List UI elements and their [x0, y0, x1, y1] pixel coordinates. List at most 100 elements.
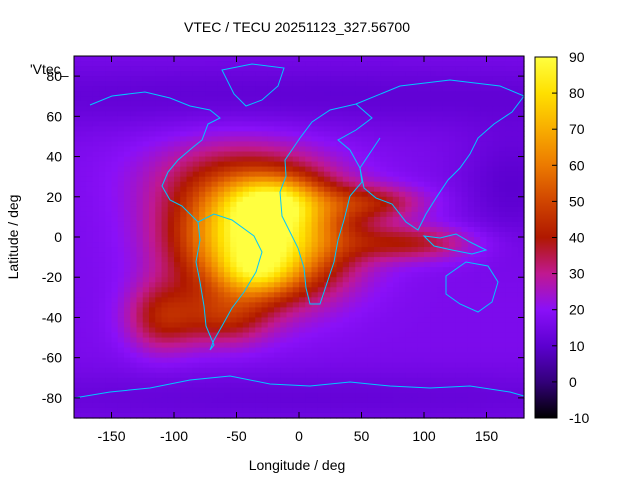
heatmap-cell: [517, 131, 525, 138]
heatmap-cell: [180, 171, 188, 178]
heatmap-cell: [442, 297, 450, 303]
heatmap-cell: [474, 191, 481, 198]
heatmap-cell: [80, 231, 88, 238]
heatmap-cell: [149, 242, 156, 248]
heatmap-cell: [480, 176, 488, 183]
heatmap-cell: [299, 201, 306, 208]
heatmap-cell: [499, 322, 506, 329]
heatmap-cell: [517, 382, 525, 389]
heatmap-cell: [174, 322, 181, 329]
heatmap-cell: [267, 216, 275, 223]
heatmap-cell: [130, 106, 138, 112]
heatmap-cell: [86, 221, 94, 228]
heatmap-cell: [92, 86, 100, 92]
heatmap-cell: [249, 342, 256, 349]
heatmap-cell: [399, 206, 406, 213]
heatmap-cell: [174, 141, 181, 148]
heatmap-cell: [224, 86, 231, 92]
heatmap-cell: [311, 121, 319, 127]
heatmap-cell: [255, 387, 263, 394]
heatmap-cell: [292, 191, 300, 198]
heatmap-cell: [180, 322, 188, 329]
heatmap-cell: [505, 131, 513, 138]
heatmap-cell: [92, 216, 100, 223]
heatmap-cell: [292, 66, 300, 72]
heatmap-cell: [486, 206, 494, 213]
heatmap-cell: [167, 221, 175, 228]
heatmap-cell: [167, 186, 175, 193]
heatmap-cell: [117, 176, 125, 183]
heatmap-cell: [274, 61, 281, 67]
heatmap-cell: [324, 332, 331, 339]
heatmap-cell: [311, 242, 319, 248]
heatmap-cell: [330, 352, 338, 359]
heatmap-cell: [511, 196, 519, 203]
heatmap-cell: [299, 141, 306, 148]
heatmap-cell: [486, 347, 494, 354]
heatmap-cell: [186, 257, 194, 263]
heatmap-cell: [199, 211, 206, 218]
heatmap-cell: [92, 257, 100, 263]
heatmap-cell: [461, 317, 469, 324]
heatmap-cell: [511, 317, 519, 324]
heatmap-cell: [249, 191, 256, 198]
heatmap-cell: [242, 191, 250, 198]
heatmap-cell: [499, 56, 506, 62]
heatmap-cell: [292, 161, 300, 168]
heatmap-cell: [436, 282, 444, 288]
heatmap-cell: [324, 327, 331, 334]
heatmap-cell: [499, 226, 506, 233]
heatmap-cell: [261, 206, 269, 213]
heatmap-cell: [392, 191, 400, 198]
heatmap-cell: [99, 186, 106, 193]
heatmap-cell: [455, 101, 463, 107]
heatmap-cell: [99, 342, 106, 349]
heatmap-cell: [192, 362, 200, 369]
heatmap-cell: [124, 297, 131, 303]
heatmap-cell: [192, 342, 200, 349]
heatmap-cell: [199, 392, 206, 399]
heatmap-cell: [180, 352, 188, 359]
heatmap-cell: [255, 196, 263, 203]
heatmap-cell: [361, 141, 369, 148]
heatmap-cell: [392, 141, 400, 148]
heatmap-cell: [374, 327, 381, 334]
heatmap-cell: [424, 332, 431, 339]
heatmap-cell: [417, 342, 425, 349]
heatmap-cell: [255, 81, 263, 87]
heatmap-cell: [324, 96, 331, 102]
heatmap-cell: [124, 151, 131, 158]
heatmap-cell: [492, 327, 500, 334]
heatmap-cell: [280, 196, 288, 203]
heatmap-cell: [367, 121, 375, 127]
heatmap-cell: [230, 66, 238, 72]
heatmap-cell: [230, 307, 238, 314]
heatmap-cell: [430, 272, 438, 278]
heatmap-cell: [361, 247, 369, 253]
heatmap-cell: [355, 392, 363, 399]
heatmap-cell: [117, 237, 125, 243]
heatmap-cell: [136, 191, 144, 198]
heatmap-cell: [174, 352, 181, 359]
heatmap-cell: [186, 327, 194, 334]
heatmap-cell: [217, 327, 225, 334]
heatmap-cell: [486, 332, 494, 339]
heatmap-cell: [86, 322, 94, 329]
heatmap-cell: [305, 317, 313, 324]
heatmap-cell: [142, 317, 150, 324]
heatmap-cell: [467, 362, 475, 369]
heatmap-cell: [299, 96, 306, 102]
heatmap-cell: [474, 292, 481, 298]
heatmap-cell: [255, 362, 263, 369]
heatmap-cell: [111, 76, 119, 82]
heatmap-cell: [124, 71, 131, 77]
heatmap-cell: [380, 242, 388, 248]
heatmap-cell: [274, 71, 281, 77]
heatmap-cell: [411, 181, 419, 188]
heatmap-cell: [442, 362, 450, 369]
heatmap-cell: [80, 352, 88, 359]
heatmap-cell: [380, 347, 388, 354]
heatmap-cell: [224, 402, 231, 409]
heatmap-cell: [474, 287, 481, 293]
heatmap-cell: [142, 216, 150, 223]
